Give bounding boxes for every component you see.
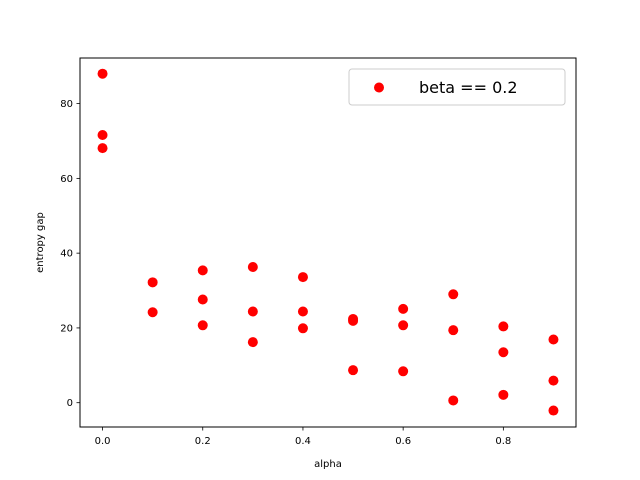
data-point xyxy=(197,294,208,305)
y-axis: 0 20 40 60 80 xyxy=(60,99,80,409)
x-tick-label: 0.2 xyxy=(195,436,211,447)
data-point xyxy=(97,130,108,141)
data-point xyxy=(97,143,108,154)
x-axis-label: alpha xyxy=(314,459,342,470)
data-point xyxy=(498,321,509,332)
x-tick-label: 0.8 xyxy=(495,436,511,447)
data-point xyxy=(247,261,258,272)
legend-marker xyxy=(374,82,384,93)
y-tick-label: 0 xyxy=(67,398,73,409)
x-tick-label: 0.0 xyxy=(95,436,111,447)
data-point xyxy=(398,303,409,314)
data-point xyxy=(448,289,459,300)
data-point xyxy=(147,307,158,318)
data-point xyxy=(348,365,359,376)
data-point xyxy=(448,325,459,336)
data-point xyxy=(448,395,459,406)
data-point xyxy=(348,315,359,326)
legend: beta == 0.2 xyxy=(348,68,566,106)
data-point xyxy=(398,320,409,331)
x-tick-label: 0.4 xyxy=(295,436,311,447)
data-point xyxy=(297,323,308,334)
y-axis-label: entropy gap xyxy=(35,212,46,273)
data-point xyxy=(548,334,559,345)
y-tick-label: 80 xyxy=(60,99,73,110)
x-tick-label: 0.6 xyxy=(395,436,411,447)
data-point xyxy=(398,366,409,377)
axes-frame xyxy=(79,57,577,428)
x-axis: 0.0 0.2 0.4 0.6 0.8 xyxy=(95,427,511,447)
plot-area xyxy=(79,57,577,428)
data-point xyxy=(498,389,509,400)
data-point xyxy=(548,375,559,386)
data-point xyxy=(297,272,308,283)
data-point xyxy=(197,320,208,331)
y-tick-label: 40 xyxy=(60,249,73,260)
data-point xyxy=(97,68,108,79)
y-tick-label: 60 xyxy=(60,174,73,185)
data-point xyxy=(297,306,308,317)
data-point xyxy=(247,306,258,317)
legend-box xyxy=(348,68,566,106)
legend-label: beta == 0.2 xyxy=(419,78,518,97)
data-point xyxy=(498,347,509,358)
data-point xyxy=(197,265,208,276)
y-tick-label: 20 xyxy=(60,323,73,334)
data-point xyxy=(247,337,258,348)
data-points xyxy=(97,68,559,416)
data-point xyxy=(548,405,559,416)
data-point xyxy=(147,277,158,288)
